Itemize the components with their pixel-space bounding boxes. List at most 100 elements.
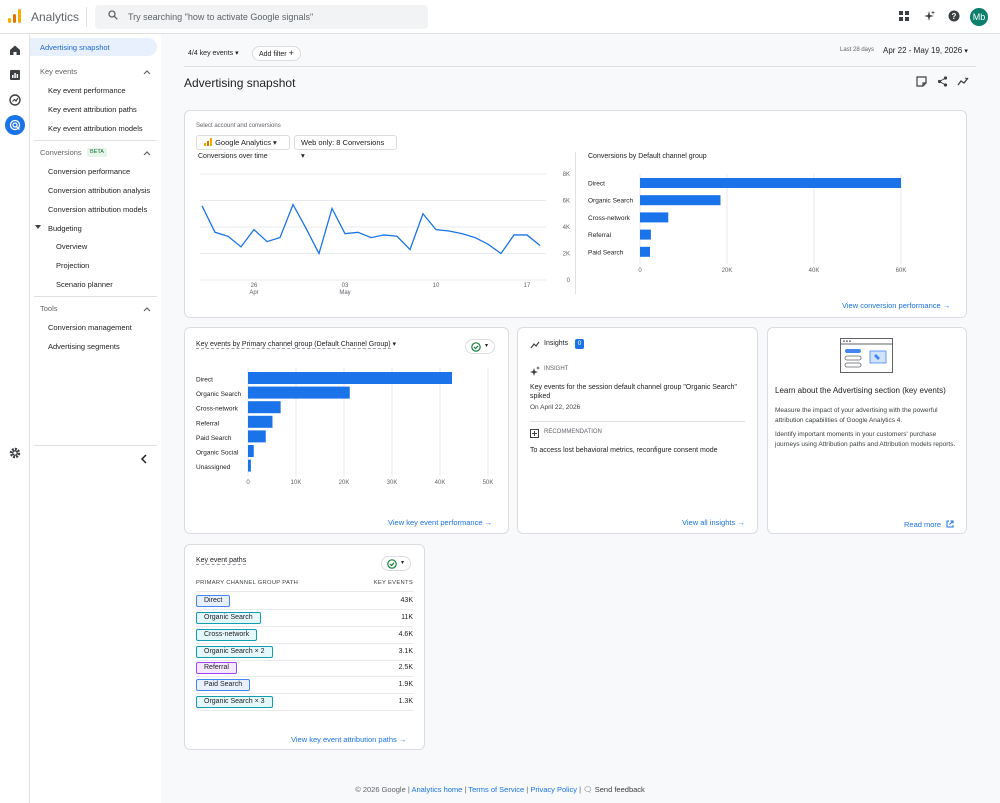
nav-item-key-event-attribution-paths[interactable]: Key event attribution paths: [48, 105, 137, 114]
plus-icon: +: [288, 48, 294, 58]
advertising-rail-item[interactable]: [5, 115, 25, 135]
help-icon[interactable]: ?: [948, 10, 960, 22]
account-select[interactable]: Google Analytics ▾: [196, 135, 290, 150]
key-events-filter-label: 4/4 key events: [188, 50, 234, 57]
conversions-select[interactable]: Web only: 8 Conversions ▾: [294, 135, 397, 160]
navigation-panel: [30, 34, 161, 803]
path-chip[interactable]: Referral: [196, 662, 237, 674]
category-label: Organic Search: [196, 391, 242, 398]
path-value: 2.5K: [398, 664, 413, 671]
bar: [640, 246, 651, 257]
x-tick-label: 20K: [722, 268, 733, 274]
divider: [86, 7, 87, 27]
settings-gear-icon[interactable]: [9, 447, 21, 459]
read-more-link[interactable]: Read more: [904, 519, 954, 529]
footer: © 2026 Google | Analytics home | Terms o…: [355, 785, 645, 794]
search-input[interactable]: [128, 5, 423, 29]
chevron-up-icon[interactable]: [143, 150, 151, 156]
nav-section-conversions[interactable]: Conversions: [40, 148, 82, 157]
key-event-paths-title[interactable]: Key event paths: [196, 557, 247, 565]
nav-section-tools[interactable]: Tools: [40, 304, 58, 313]
add-filter-button[interactable]: Add filter +: [252, 46, 301, 61]
explore-icon[interactable]: [9, 94, 21, 106]
learn-card-paragraph-1: Measure the impact of your advertising w…: [775, 407, 938, 424]
analytics-home-link[interactable]: Analytics home: [411, 785, 463, 794]
insight-text-line-1[interactable]: Key events for the session default chann…: [530, 384, 737, 391]
conversions-select-value: Web only: 8 Conversions: [301, 138, 385, 147]
insights-trend-icon[interactable]: [957, 76, 969, 87]
edit-card-icon[interactable]: [916, 76, 927, 87]
view-conversion-performance-link[interactable]: View conversion performance →: [842, 301, 950, 310]
left-rail: [0, 34, 30, 803]
view-key-event-attribution-paths-link[interactable]: View key event attribution paths →: [291, 735, 406, 744]
chevron-up-icon[interactable]: [143, 306, 151, 312]
view-key-event-performance-link[interactable]: View key event performance →: [388, 518, 492, 527]
path-chip[interactable]: Paid Search: [196, 679, 251, 691]
share-icon[interactable]: [937, 76, 948, 87]
key-events-filter[interactable]: 4/4 key events ▾: [188, 50, 239, 57]
path-chip[interactable]: Organic Search: [196, 612, 261, 624]
date-range-picker[interactable]: Apr 22 - May 19, 2026 ▾: [883, 46, 968, 55]
nav-item-key-event-attribution-models[interactable]: Key event attribution models: [48, 124, 143, 133]
collapse-chevron-left-icon[interactable]: [140, 454, 148, 464]
comparison-status-toggle[interactable]: ▾: [465, 339, 495, 354]
table-divider: [196, 660, 413, 661]
x-tick-sublabel: Apr: [249, 290, 258, 296]
nav-item-advertising-snapshot[interactable]: [30, 38, 157, 56]
nav-item-conversion-attribution-models[interactable]: Conversion attribution models: [48, 205, 148, 214]
nav-section-key-events[interactable]: Key events: [40, 67, 78, 76]
view-all-insights-link[interactable]: View all insights →: [682, 518, 745, 527]
x-tick-label: 40K: [435, 480, 446, 486]
nav-item-conversion-performance[interactable]: Conversion performance: [48, 167, 131, 176]
nav-item-overview[interactable]: Overview: [56, 242, 88, 251]
nav-item-conversion-management[interactable]: Conversion management: [48, 323, 132, 332]
path-chip[interactable]: Organic Search × 3: [196, 696, 273, 708]
terms-of-service-link[interactable]: Terms of Service: [468, 785, 525, 794]
apps-grid-icon[interactable]: [898, 10, 910, 22]
path-chip[interactable]: Cross-network: [196, 629, 258, 641]
avatar[interactable]: Mb: [970, 8, 988, 26]
copyright: © 2026 Google |: [355, 785, 410, 794]
send-feedback-link[interactable]: Send feedback: [594, 785, 645, 794]
category-label: Cross-network: [588, 215, 631, 222]
nav-item-scenario-planner[interactable]: Scenario planner: [56, 280, 113, 289]
analytics-logo-icon[interactable]: [8, 9, 22, 23]
table-divider: [196, 591, 413, 592]
comparison-status-toggle[interactable]: ▾: [381, 556, 411, 571]
category-label: Direct: [196, 377, 213, 384]
path-chip[interactable]: Organic Search × 2: [196, 646, 273, 658]
sparkle-icon[interactable]: [923, 10, 935, 22]
bar: [248, 372, 452, 384]
nav-item-key-event-performance[interactable]: Key event performance: [48, 86, 126, 95]
category-label: Cross-network: [196, 406, 239, 413]
category-label: Organic Search: [588, 198, 634, 205]
recommendation-plus-icon: [530, 429, 539, 438]
nav-item-budgeting[interactable]: Budgeting: [48, 224, 82, 233]
key-events-card-title[interactable]: Key events by Primary channel group (Def…: [196, 341, 397, 349]
nav-item-conversion-attribution-analysis[interactable]: Conversion attribution analysis: [48, 186, 151, 195]
recommendation-text[interactable]: To access lost behavioral metrics, recon…: [530, 447, 718, 454]
home-icon[interactable]: [9, 44, 21, 56]
page-title: Advertising snapshot: [184, 76, 296, 90]
x-tick-label: 17: [524, 283, 531, 289]
divider: [530, 421, 745, 422]
x-tick-label: 03: [342, 283, 349, 289]
analytics-logo-icon: [203, 137, 213, 146]
caret-down-icon[interactable]: [35, 225, 41, 230]
table-divider: [196, 710, 413, 711]
nav-item-projection[interactable]: Projection: [56, 261, 90, 270]
insight-text-line-2[interactable]: spiked: [530, 393, 551, 400]
path-value: 4.6K: [398, 631, 413, 638]
chevron-up-icon[interactable]: [143, 69, 151, 75]
bar: [640, 195, 721, 206]
reports-icon[interactable]: [9, 69, 21, 81]
x-tick-label: 0: [246, 480, 250, 486]
privacy-policy-link[interactable]: Privacy Policy: [530, 785, 577, 794]
search-icon: [108, 10, 118, 20]
path-chip[interactable]: Direct: [196, 595, 231, 607]
insight-label: INSIGHT: [544, 366, 569, 372]
bar: [248, 386, 350, 399]
nav-divider: [34, 445, 157, 446]
insights-title: Insights: [544, 340, 569, 347]
nav-item-advertising-segments[interactable]: Advertising segments: [48, 342, 120, 351]
